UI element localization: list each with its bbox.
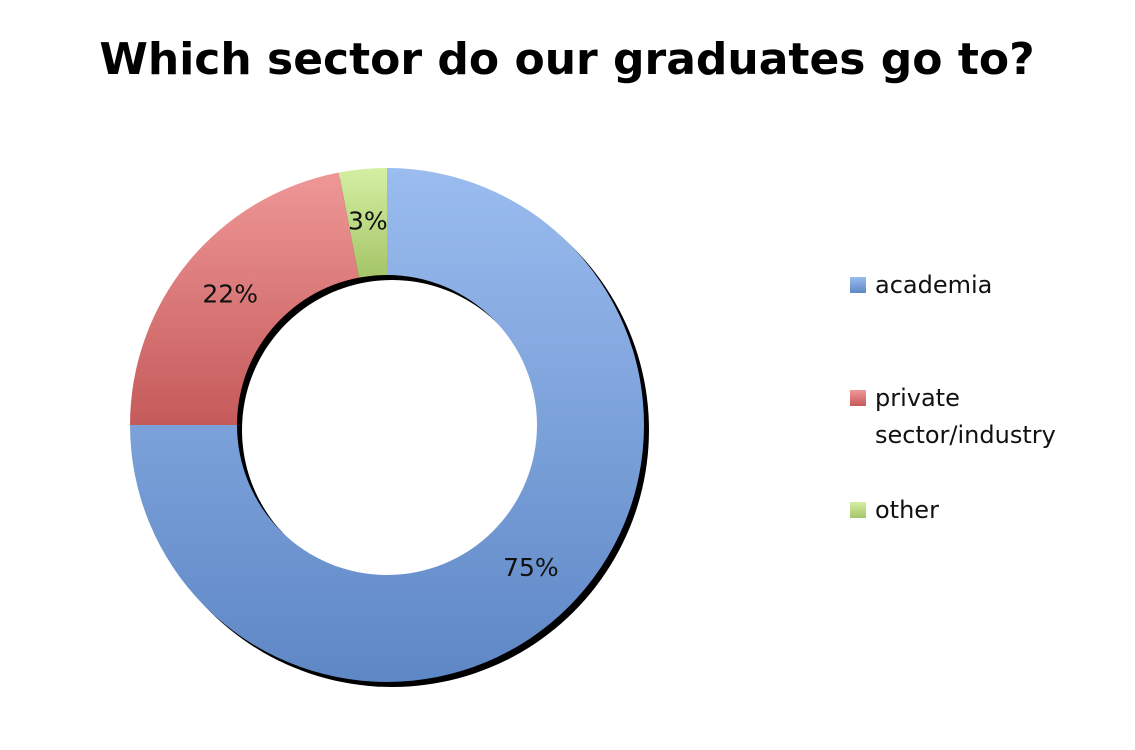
legend-swatch bbox=[850, 502, 866, 518]
data-label: 22% bbox=[202, 279, 258, 308]
legend-label: academia bbox=[875, 271, 993, 299]
chart-title: Which sector do our graduates go to? bbox=[99, 34, 1034, 85]
data-label: 75% bbox=[503, 553, 559, 582]
legend-swatch bbox=[850, 277, 866, 293]
legend-label: other bbox=[875, 496, 939, 524]
legend-label: private sector/industry bbox=[875, 384, 1056, 449]
legend-swatch bbox=[850, 390, 866, 406]
donut-segment bbox=[130, 168, 644, 682]
donut-segment bbox=[338, 168, 387, 278]
donut-segment bbox=[130, 172, 359, 425]
data-label: 3% bbox=[348, 206, 388, 235]
